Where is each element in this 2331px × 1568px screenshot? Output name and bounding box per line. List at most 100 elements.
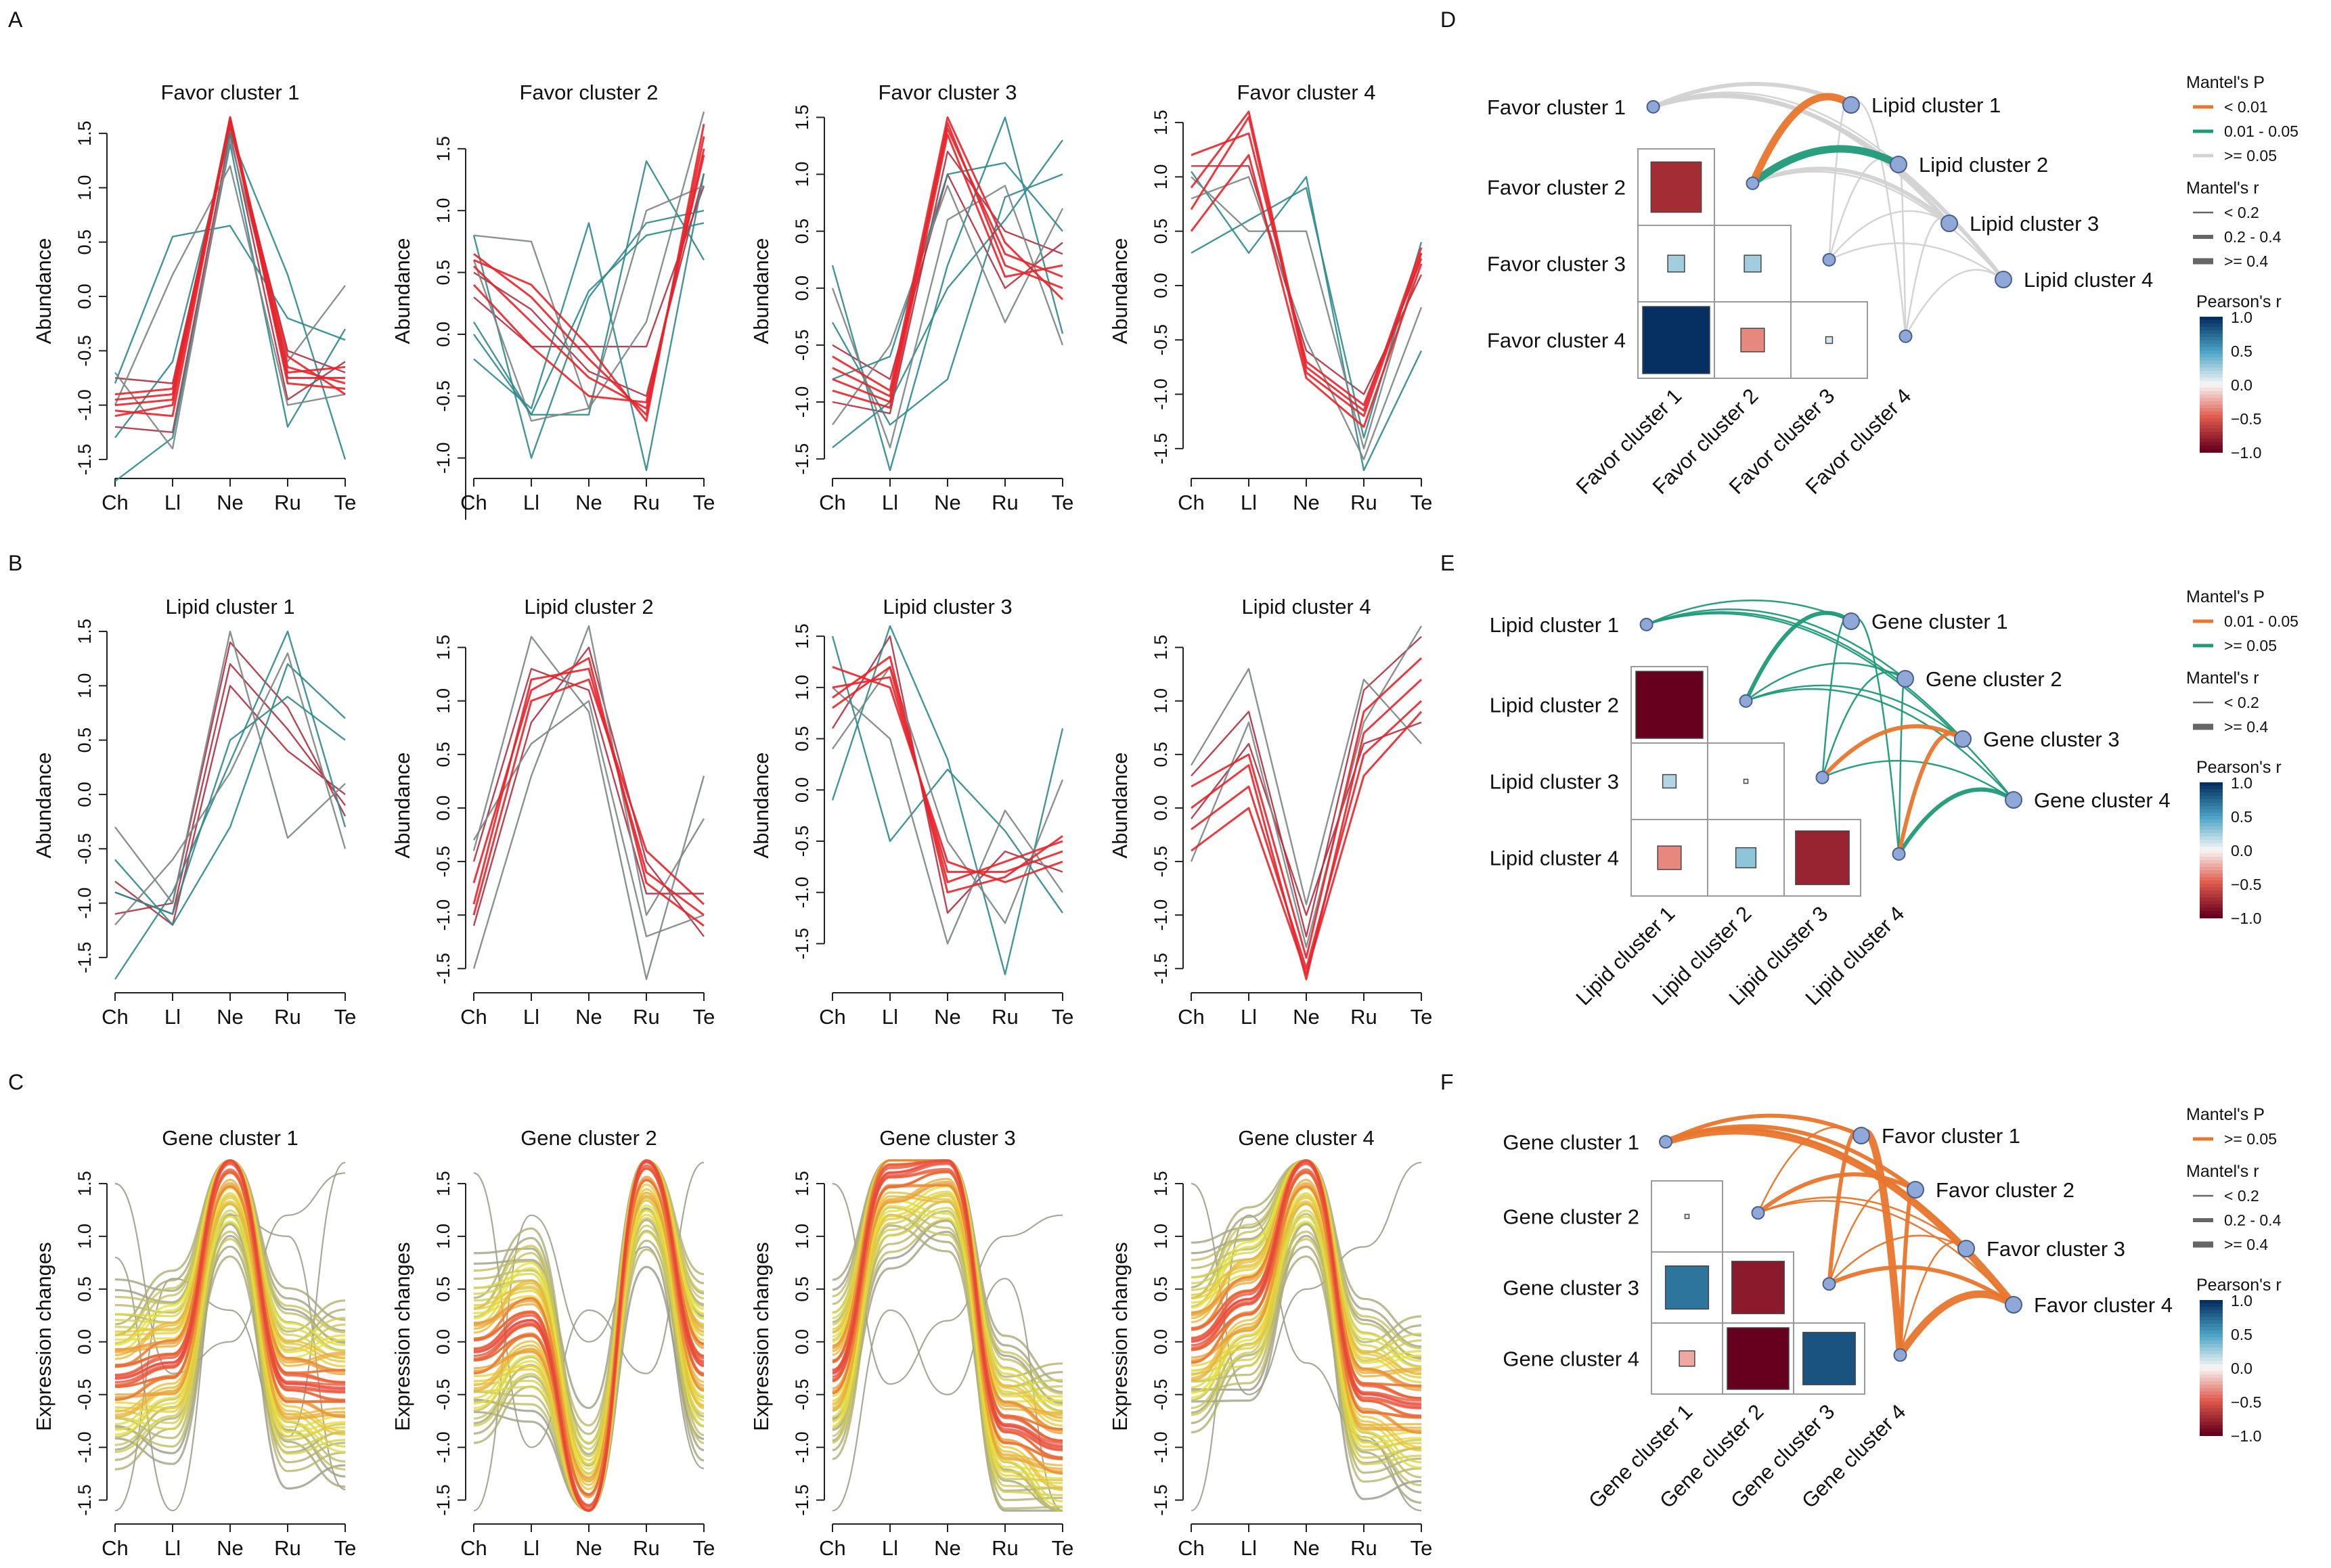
colorbar-step [2200, 850, 2223, 854]
colorbar-step [2200, 1395, 2223, 1399]
correlation-square [1802, 1332, 1856, 1385]
colorbar-step [2200, 870, 2223, 874]
expression-line [1191, 1196, 1422, 1449]
y-tick-label: 1.5 [433, 635, 453, 660]
colorbar-step [2200, 1422, 2223, 1426]
mantel-link [1828, 210, 1951, 261]
series-line [832, 185, 1064, 426]
row-label: Favor cluster 1 [1487, 95, 1626, 119]
x-tick-label: Te [334, 1536, 357, 1560]
y-tick-label: 0.5 [1151, 219, 1171, 244]
colorbar-step [2200, 1310, 2223, 1314]
y-tick-label: 0.5 [792, 726, 812, 752]
row-label: Lipid cluster 3 [1490, 770, 1619, 794]
series-line [472, 667, 705, 916]
colorbar-step [2200, 820, 2223, 824]
colorbar-tick: −1.0 [2231, 910, 2261, 927]
x-tick-label: Ch [1178, 1536, 1205, 1560]
x-tick-label: Ch [1178, 1005, 1205, 1029]
expression-line [114, 1184, 346, 1418]
expression-line [1191, 1184, 1422, 1433]
mantel-link [1905, 217, 1951, 338]
target-label: Lipid cluster 3 [1970, 212, 2099, 236]
line-chart-7: Lipid cluster 4 Abundance -1.5 -1.0 -0.5 0.0 0… [1108, 595, 1432, 1029]
x-tick-label: Ne [217, 1536, 244, 1560]
legend-label: < 0.01 [2224, 98, 2268, 116]
colorbar-tick: 0.0 [2231, 842, 2252, 859]
line-chart-1: Favor cluster 2 Abundance -1.0 -0.5 0.0 0.5 1.… [391, 81, 715, 520]
x-tick-label: Ll [1241, 491, 1257, 514]
colorbar-step [2200, 809, 2223, 813]
colorbar-step [2200, 435, 2223, 439]
series-lines [832, 1159, 1063, 1512]
legend: Mantel's P >= 0.05 Mantel's r < 0.2 0.2 - 0.… [2186, 1105, 2282, 1445]
x-tick-label: Ru [1350, 491, 1377, 514]
colorbar-tick: 1.0 [2231, 309, 2252, 326]
line-chart-11: Gene cluster 4 Expression changes -1.5 -1.0… [1108, 1126, 1432, 1560]
colorbar-step [2200, 857, 2223, 861]
colorbar-tick: −0.5 [2231, 410, 2261, 428]
colorbar-step [2200, 391, 2223, 395]
legend-label: >= 0.05 [2224, 1130, 2277, 1148]
colorbar-step [2200, 357, 2223, 361]
expression-line [1191, 1255, 1422, 1464]
colorbar-step [2200, 384, 2223, 388]
series-line [1190, 668, 1422, 905]
y-tick-label: -1.0 [792, 386, 812, 418]
mantel-panel-F: Gene cluster 1 Gene cluster 2 Gene cluster… [1503, 1105, 2281, 1513]
x-tick-label: Ch [460, 1536, 487, 1560]
colorbar-step [2200, 1415, 2223, 1419]
colorbar-step [2200, 796, 2223, 800]
y-tick-label: 1.0 [1151, 688, 1171, 714]
colorbar-step [2200, 344, 2223, 348]
colorbar-tick: −0.5 [2231, 876, 2261, 893]
mantel-link [1749, 93, 1855, 187]
y-tick-label: 1.0 [433, 198, 453, 223]
x-tick-label: Ll [882, 1536, 898, 1560]
expression-line [114, 1168, 346, 1394]
colorbar-step [2200, 439, 2223, 443]
x-tick-label: Ne [934, 1536, 961, 1560]
chart-title: Lipid cluster 1 [165, 595, 294, 619]
colorbar-step [2200, 782, 2223, 786]
colorbar-tick: 0.5 [2231, 808, 2252, 826]
y-tick-label: 1.5 [74, 619, 95, 644]
mantel-link [1828, 242, 2005, 281]
expression-line [114, 1178, 346, 1418]
y-axis-label: Abundance [1108, 238, 1132, 344]
chart-title: Favor cluster 2 [519, 81, 658, 104]
y-tick-label: 0.5 [433, 1276, 453, 1302]
mantel-link [1828, 1182, 1917, 1285]
series-line [832, 666, 1064, 924]
target-node [1957, 1240, 1975, 1257]
axes [824, 636, 1063, 993]
mantel-link [1828, 1234, 1968, 1285]
colorbar-step [2200, 813, 2223, 817]
x-tick-label: Ll [523, 1005, 539, 1029]
y-tick-label: 0.0 [792, 1329, 812, 1355]
y-tick-label: 0.0 [74, 782, 95, 807]
correlation-square [1667, 254, 1685, 273]
line-chart-5: Lipid cluster 2 Abundance -1.5 -1.0 -0.5 0.0 0… [391, 595, 715, 1029]
y-axis-label: Expression changes [32, 1242, 56, 1431]
x-tick-label: Ru [633, 491, 660, 514]
target-node [1896, 670, 1914, 688]
x-tick-label: Ru [274, 1536, 301, 1560]
colorbar-step [2200, 803, 2223, 807]
y-tick-label: 0.5 [433, 260, 453, 286]
colorbar-step [2200, 1368, 2223, 1372]
y-tick-label: 1.0 [74, 673, 95, 699]
series-line [114, 143, 347, 483]
mantel-link [1750, 166, 1951, 225]
target-label: Lipid cluster 4 [2024, 268, 2153, 292]
series-line [473, 160, 705, 416]
correlation-square [1664, 1265, 1710, 1310]
series-lines [473, 1159, 705, 1512]
legend-label: >= 0.05 [2224, 637, 2277, 654]
colorbar-step [2200, 1408, 2223, 1412]
target-label: Gene cluster 3 [1983, 727, 2120, 751]
source-node [1739, 694, 1753, 708]
series-line [114, 652, 347, 926]
correlation-square [1740, 328, 1765, 353]
